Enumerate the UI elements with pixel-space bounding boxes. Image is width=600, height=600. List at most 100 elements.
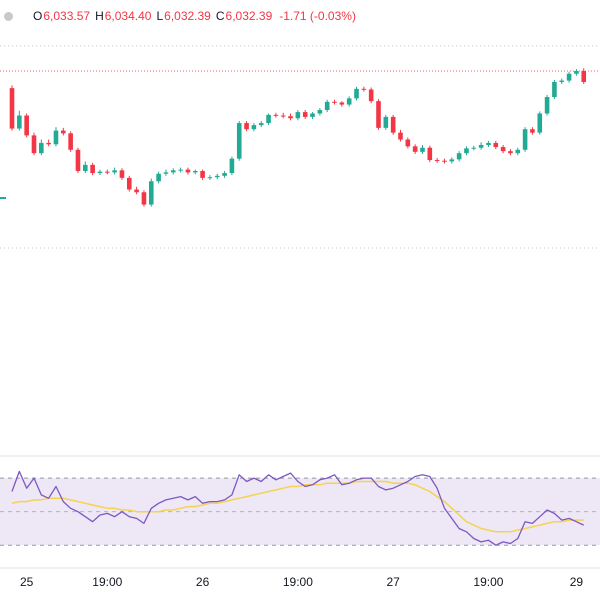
candle-body (24, 115, 29, 136)
candle (434, 157, 440, 163)
candle-body (178, 169, 183, 171)
candle (185, 167, 191, 175)
candle-body (471, 147, 477, 149)
x-tick-label: 29 (570, 575, 584, 589)
x-tick-label: 27 (386, 575, 400, 589)
candle (324, 99, 330, 113)
candle-body (83, 164, 88, 172)
candle (148, 178, 154, 207)
candle (346, 96, 352, 107)
candle-body (236, 123, 242, 159)
candle (75, 147, 81, 174)
candle-body (449, 159, 455, 162)
candle-body (552, 81, 557, 98)
candle (368, 87, 374, 104)
candle (420, 144, 425, 154)
low-label: L (156, 9, 164, 23)
candle-body (126, 177, 132, 190)
candle (266, 113, 271, 126)
legend-status-dot (4, 11, 13, 21)
candle-body (544, 97, 550, 114)
candle (236, 121, 242, 161)
x-axis: 25 19:00 26 19:00 27 19:00 29 (0, 567, 600, 589)
candle (9, 85, 15, 131)
candle (339, 101, 345, 107)
candle (398, 129, 403, 142)
candle-body (295, 112, 301, 119)
candle (302, 110, 308, 119)
candle-body (339, 102, 345, 105)
open-label: O (33, 9, 43, 23)
candle-body (207, 177, 213, 179)
candle (68, 131, 73, 152)
candle-body (112, 170, 117, 173)
candle-body (288, 116, 293, 119)
candle-body (383, 116, 389, 128)
candle (390, 114, 396, 135)
candle (61, 127, 66, 136)
candle (39, 139, 44, 156)
candle (229, 156, 235, 176)
candle (251, 123, 257, 132)
candle-body (574, 71, 579, 74)
candle-body (332, 101, 337, 103)
candle (83, 161, 88, 174)
candle (456, 151, 462, 162)
candle-body (163, 172, 169, 174)
candle (508, 149, 513, 156)
candle (522, 127, 528, 152)
candle-body (119, 170, 125, 178)
candle-body (310, 113, 315, 117)
candle (31, 132, 37, 156)
candle (214, 173, 220, 180)
candle-body (222, 173, 227, 176)
candle (273, 112, 279, 118)
candle (17, 110, 22, 131)
candle (405, 137, 411, 149)
candle-body (75, 149, 81, 172)
candle (471, 145, 477, 151)
candle-body (515, 149, 521, 154)
candle-body (46, 142, 51, 145)
candle-body (376, 101, 381, 128)
candle-body (464, 148, 469, 154)
candle-body (456, 153, 462, 160)
candle-body (280, 115, 286, 117)
candle-body (486, 142, 491, 145)
candle-body (522, 129, 528, 150)
candle (134, 186, 139, 195)
candle (376, 99, 381, 130)
candle-body (324, 101, 330, 111)
candle (280, 112, 286, 119)
x-tick-label: 19:00 (92, 575, 122, 589)
x-tick-label: 25 (20, 575, 34, 589)
candle-body (200, 171, 205, 178)
candle (141, 190, 147, 207)
candle-body (581, 71, 587, 82)
candle (500, 144, 506, 154)
candle-body (17, 115, 22, 129)
candle-body (427, 147, 433, 161)
candle-body (90, 164, 95, 174)
candle (493, 140, 499, 150)
candles-layer (9, 68, 587, 207)
candle (383, 114, 389, 130)
candle-body (68, 133, 73, 150)
open-value: 6,033.57 (43, 9, 91, 23)
candle (442, 158, 447, 164)
candle (574, 68, 579, 76)
candle (244, 121, 249, 132)
close-value: 6,032.39 (225, 9, 273, 23)
candle (112, 167, 117, 175)
candle (163, 169, 169, 176)
candle (53, 127, 59, 147)
candle (126, 175, 132, 192)
candle (412, 144, 418, 154)
candle-body (214, 175, 220, 178)
candle (258, 121, 264, 128)
candle-body (434, 160, 440, 162)
candle-body (390, 116, 396, 133)
ohlc-legend: O 6,033.57 H 6,034.40 L 6,032.39 C 6,032… (0, 6, 356, 26)
